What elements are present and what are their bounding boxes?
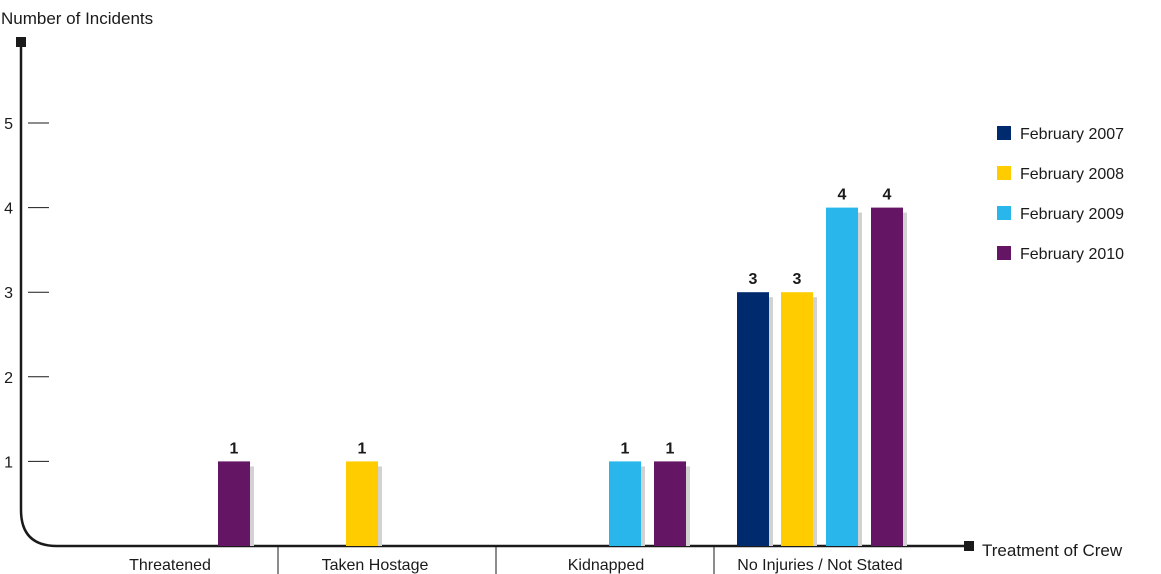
axes (16, 37, 974, 551)
data-label: 1 (621, 440, 630, 457)
legend-label: February 2007 (1020, 126, 1124, 143)
y-tick-label: 1 (4, 454, 13, 471)
category-labels: Threatened Taken Hostage Kidnapped No Injur… (129, 547, 903, 574)
y-tick-label: 2 (4, 370, 13, 387)
bar-february-2010-kidnapped (654, 461, 686, 546)
legend-label: February 2010 (1020, 246, 1124, 263)
data-label: 3 (793, 271, 802, 288)
legend-swatch-february-2009 (997, 206, 1011, 220)
x-axis-end-marker (964, 541, 974, 551)
data-label: 1 (358, 440, 367, 457)
legend-swatch-february-2008 (997, 166, 1011, 180)
legend-label: February 2008 (1020, 166, 1124, 183)
x-tick-label-taken-hostage: Taken Hostage (322, 557, 429, 574)
bar-february-2008-taken-hostage (346, 461, 378, 546)
data-label: 4 (883, 187, 892, 204)
legend-label: February 2009 (1020, 206, 1124, 223)
x-tick-label-threatened: Threatened (129, 557, 211, 574)
bar-february-2010-threatened (218, 461, 250, 546)
y-tick-label: 4 (4, 201, 13, 218)
bar-february-2007-no-injuries-not-stated (737, 292, 769, 546)
bars: 3 1 3 1 4 1 1 4 (218, 187, 907, 546)
y-ticks: 1 2 3 4 5 (4, 116, 49, 471)
data-label: 1 (666, 440, 675, 457)
data-label: 4 (838, 187, 847, 204)
x-tick-label-no-injuries-not-stated: No Injuries / Not Stated (737, 557, 902, 574)
y-tick-label: 5 (4, 116, 13, 133)
legend-swatch-february-2010 (997, 246, 1011, 260)
x-axis-title: Treatment of Crew (982, 541, 1123, 560)
legend-swatch-february-2007 (997, 126, 1011, 140)
bar-february-2010-no-injuries-not-stated (871, 207, 903, 546)
bar-february-2009-kidnapped (609, 461, 641, 546)
x-tick-label-kidnapped: Kidnapped (568, 557, 645, 574)
data-label: 3 (749, 271, 758, 288)
y-axis-title: Number of Incidents (1, 9, 153, 28)
bar-february-2008-no-injuries-not-stated (781, 292, 813, 546)
axes-line (19, 42, 967, 548)
y-tick-label: 3 (4, 285, 13, 302)
data-label: 1 (230, 440, 239, 457)
bar-february-2009-no-injuries-not-stated (826, 207, 858, 546)
legend: February 2007 February 2008 February 2009 F… (997, 126, 1124, 263)
